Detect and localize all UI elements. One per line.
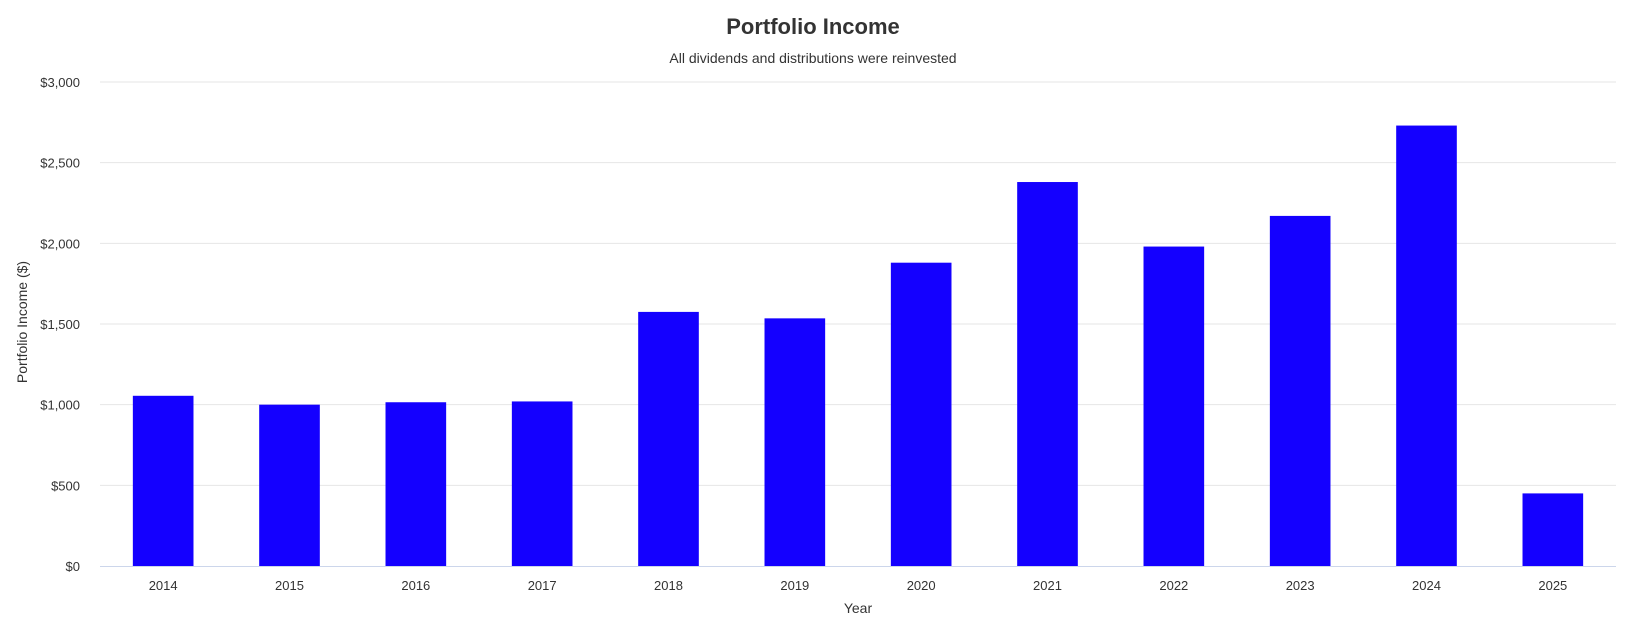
x-tick-label: 2015 [275, 578, 304, 593]
bar-2016[interactable] [385, 402, 447, 566]
bar-2017[interactable] [511, 401, 573, 566]
y-tick-label: $1,000 [40, 398, 80, 413]
x-tick-label: 2017 [528, 578, 557, 593]
chart-title: Portfolio Income [726, 14, 900, 39]
y-tick-label: $2,500 [40, 156, 80, 171]
bar-2019[interactable] [764, 318, 826, 566]
bar-2022[interactable] [1143, 246, 1205, 566]
bar-2015[interactable] [259, 404, 320, 566]
x-axis-title: Year [844, 600, 873, 616]
bars [132, 125, 1584, 566]
y-tick-label: $1,500 [40, 317, 80, 332]
bar-2025[interactable] [1522, 493, 1584, 566]
x-tick-label: 2023 [1286, 578, 1315, 593]
gridlines [100, 81, 1616, 486]
y-tick-label: $3,000 [40, 75, 80, 90]
bar-2023[interactable] [1269, 215, 1331, 566]
bar-2014[interactable] [132, 395, 194, 566]
x-tick-label: 2016 [401, 578, 430, 593]
x-tick-label: 2021 [1033, 578, 1062, 593]
y-axis-tick-labels: $0 $500 $1,000 $1,500 $2,000 $2,500 $3,000 [40, 75, 80, 574]
chart-subtitle: All dividends and distributions were rei… [669, 50, 956, 66]
y-tick-label: $0 [66, 559, 80, 574]
bar-2018[interactable] [638, 311, 699, 566]
y-tick-label: $500 [51, 478, 80, 493]
x-tick-label: 2019 [780, 578, 809, 593]
x-tick-label: 2018 [654, 578, 683, 593]
y-tick-label: $2,000 [40, 236, 80, 251]
y-axis-title: Portfolio Income ($) [14, 261, 30, 383]
x-axis-tick-labels: 2014 2015 2016 2017 2018 2019 2020 2021 2022 2023… [149, 578, 1568, 593]
x-tick-label: 2024 [1412, 578, 1441, 593]
x-tick-label: 2022 [1159, 578, 1188, 593]
x-tick-label: 2025 [1538, 578, 1567, 593]
bar-2020[interactable] [890, 262, 952, 566]
x-tick-label: 2014 [149, 578, 178, 593]
bar-2021[interactable] [1017, 182, 1078, 566]
bar-2024[interactable] [1396, 125, 1457, 566]
x-tick-label: 2020 [907, 578, 936, 593]
